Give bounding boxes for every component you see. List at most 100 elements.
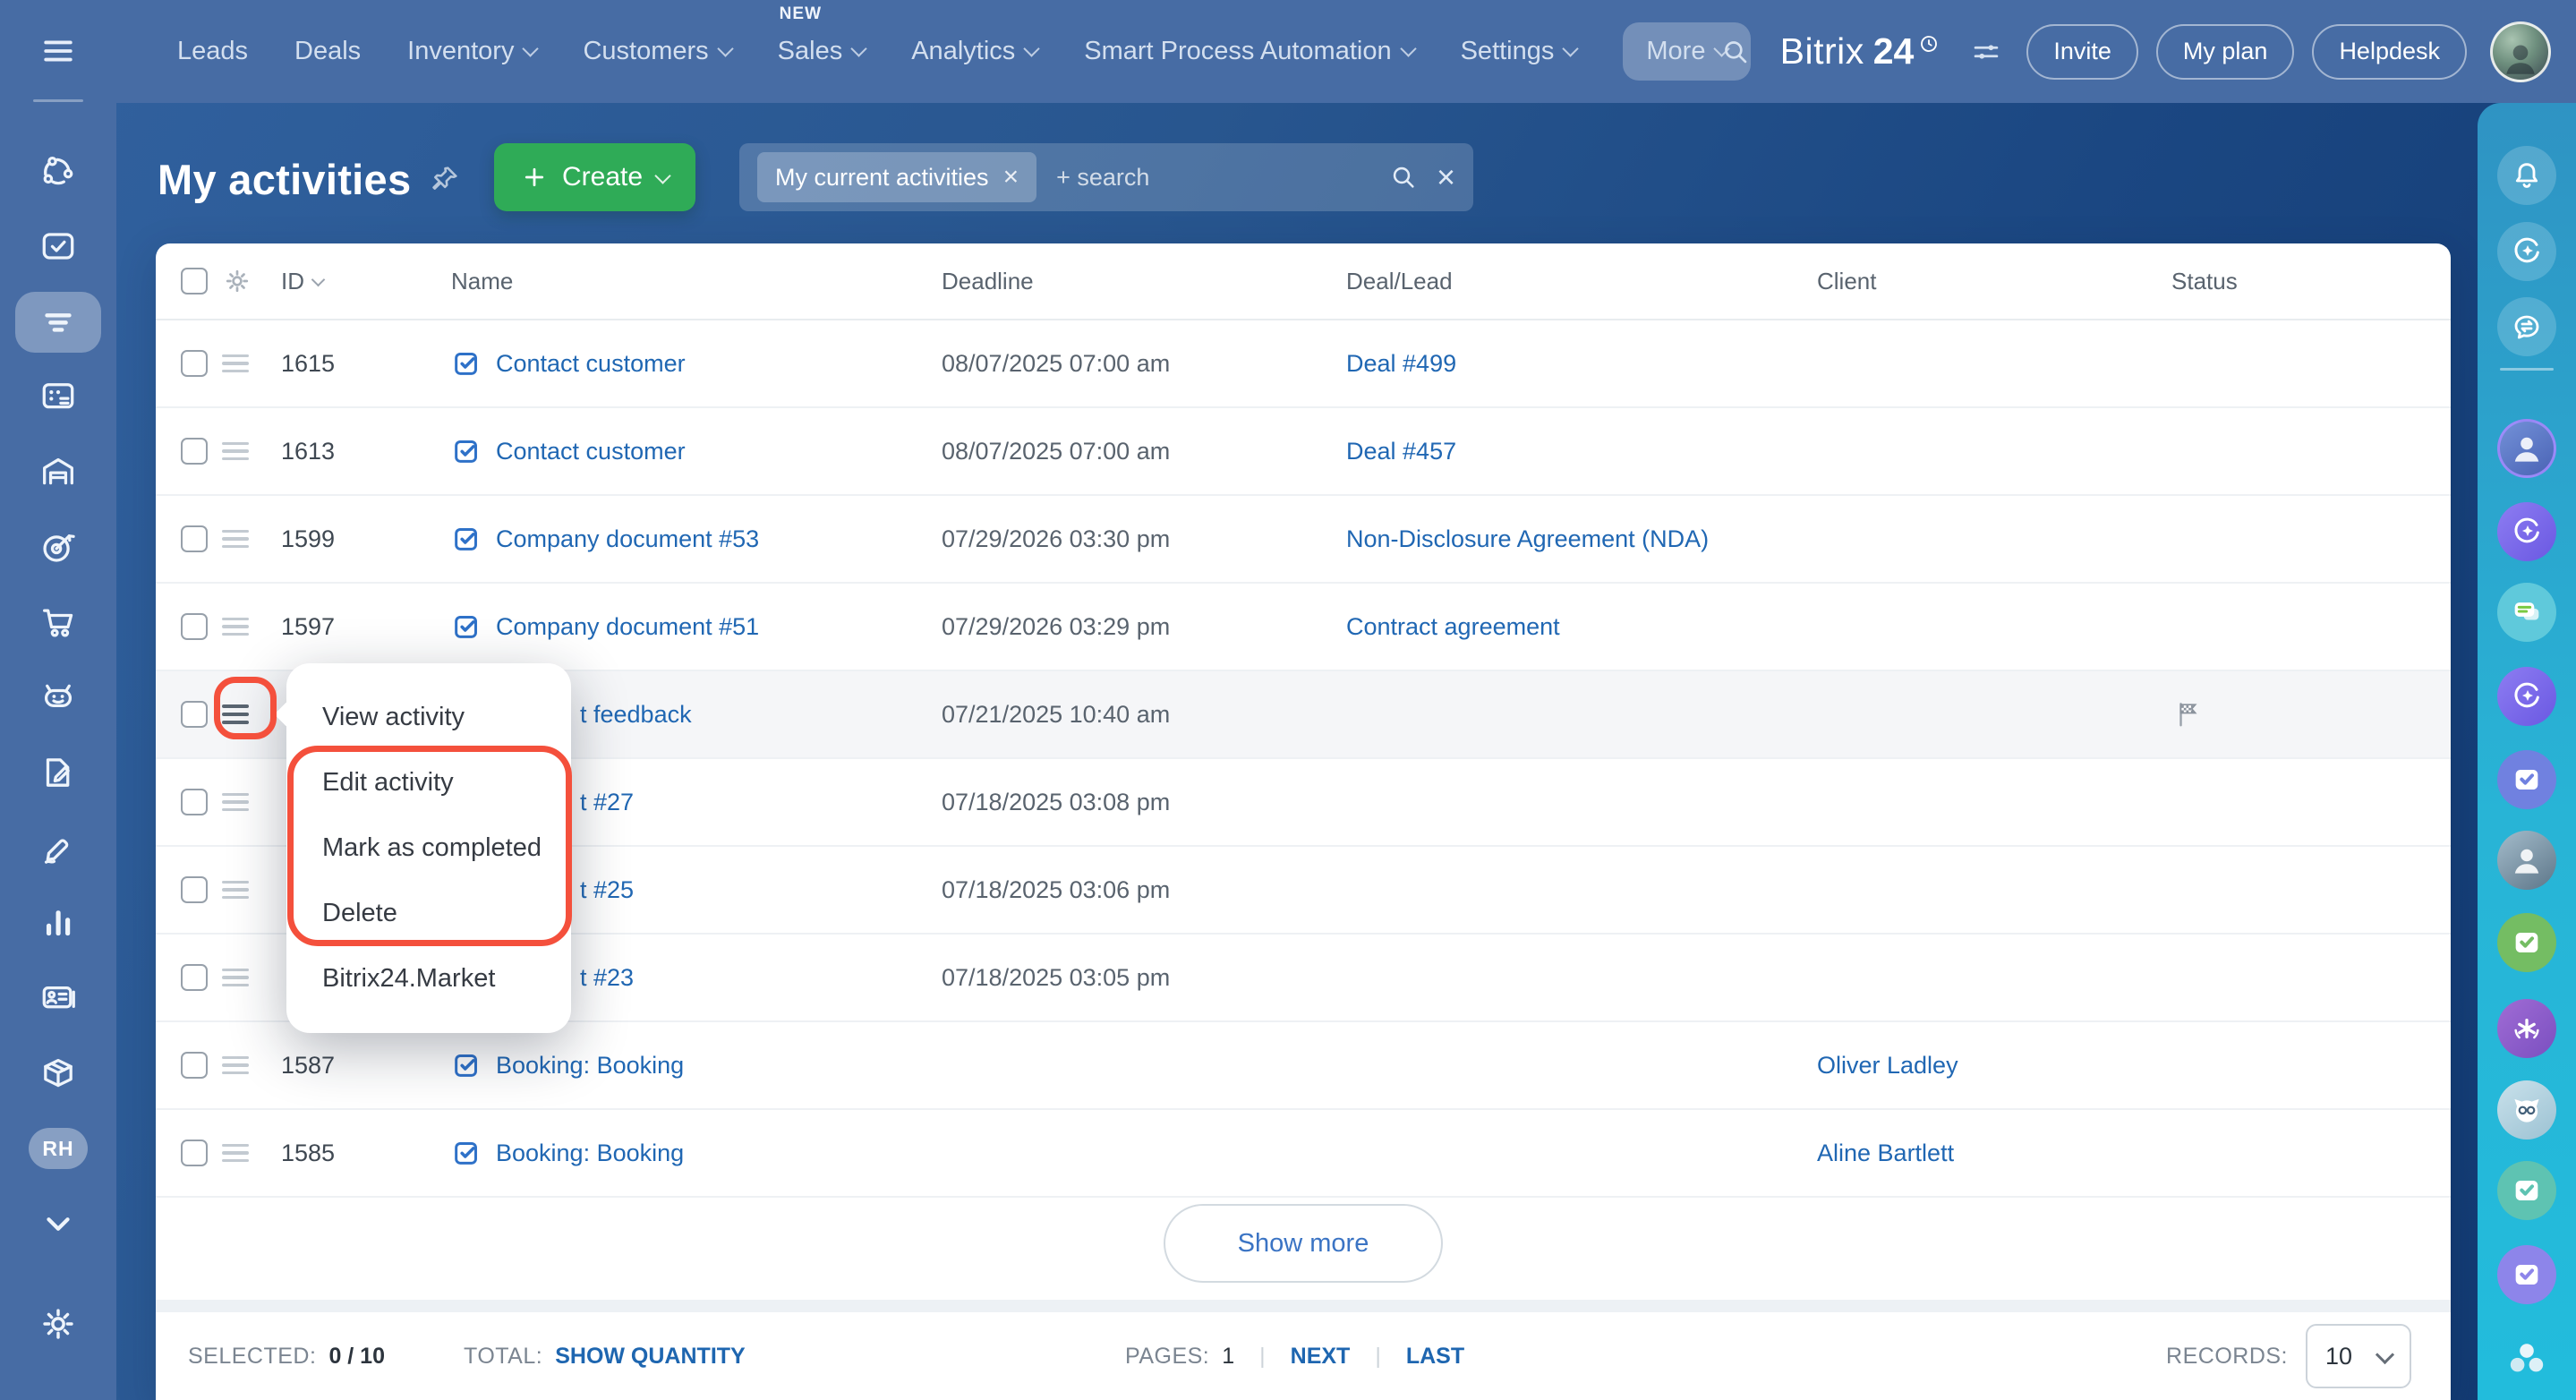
nav-item-inventory[interactable]: Inventory bbox=[407, 37, 540, 66]
right-rail-bell[interactable] bbox=[2497, 146, 2556, 205]
sidebar-item-shopping-cart[interactable] bbox=[38, 601, 79, 642]
column-header-deadline[interactable]: Deadline bbox=[942, 267, 1034, 295]
right-rail-task-monitor-green[interactable] bbox=[2497, 913, 2556, 972]
menu-item-mark-as-completed[interactable]: Mark as completed bbox=[322, 833, 542, 862]
row-checkbox[interactable] bbox=[181, 1140, 208, 1166]
nav-item-deals[interactable]: Deals bbox=[294, 37, 361, 66]
row-client-link[interactable]: Oliver Ladley bbox=[1817, 1051, 1958, 1079]
right-rail-messenger[interactable] bbox=[2497, 297, 2556, 356]
filter-clear-icon[interactable]: × bbox=[1436, 158, 1455, 195]
sidebar-item-tasks[interactable] bbox=[38, 226, 79, 267]
table-row[interactable]: t #27 07/18/2025 03:08 pm bbox=[156, 759, 2451, 847]
nav-item-more[interactable]: More bbox=[1623, 22, 1752, 81]
right-rail-team-avatars[interactable] bbox=[2497, 1330, 2556, 1389]
next-page-link[interactable]: NEXT bbox=[1290, 1343, 1351, 1369]
sidebar-item-bar-chart[interactable] bbox=[38, 902, 79, 943]
row-name-link[interactable]: t #27 bbox=[580, 788, 635, 815]
sidebar-item-contact-card[interactable] bbox=[38, 977, 79, 1018]
sidebar-item-package[interactable] bbox=[38, 1052, 79, 1093]
row-client-link[interactable]: Aline Bartlett bbox=[1817, 1139, 1955, 1166]
filter-chip[interactable]: My current activities × bbox=[757, 152, 1037, 202]
row-name-link[interactable]: Contact customer bbox=[496, 349, 686, 377]
nav-item-smart-process-automation[interactable]: Smart Process Automation bbox=[1084, 37, 1417, 66]
right-rail-copilot-purple[interactable] bbox=[2497, 502, 2556, 561]
right-rail-copilot-purple-2[interactable] bbox=[2497, 667, 2556, 726]
filter-search-bar[interactable]: My current activities × + search × bbox=[739, 143, 1473, 211]
row-checkbox[interactable] bbox=[181, 701, 208, 728]
helpdesk-button[interactable]: Helpdesk bbox=[2312, 23, 2467, 80]
table-row[interactable]: t #25 07/18/2025 03:06 pm bbox=[156, 847, 2451, 935]
column-header-deal-lead[interactable]: Deal/Lead bbox=[1346, 267, 1453, 295]
invite-button[interactable]: Invite bbox=[2026, 23, 2138, 80]
filter-search-icon[interactable] bbox=[1388, 162, 1419, 192]
row-name-link[interactable]: Booking: Booking bbox=[496, 1051, 685, 1079]
column-header-client[interactable]: Client bbox=[1817, 267, 1877, 295]
row-menu-icon[interactable] bbox=[222, 880, 249, 900]
row-menu-icon[interactable] bbox=[222, 617, 249, 636]
row-menu-icon[interactable] bbox=[222, 529, 249, 549]
right-rail-chat-bubbles[interactable] bbox=[2497, 583, 2556, 642]
records-per-page-select[interactable]: 10 bbox=[2306, 1324, 2411, 1388]
column-header-id[interactable]: ID bbox=[281, 243, 326, 319]
right-rail-task-monitor-teal[interactable] bbox=[2497, 1161, 2556, 1220]
sidebar-item-ai-robot[interactable] bbox=[38, 676, 79, 717]
my-plan-button[interactable]: My plan bbox=[2155, 23, 2295, 80]
sidebar-item-target[interactable] bbox=[38, 526, 79, 568]
row-name-link[interactable]: Booking: Booking bbox=[496, 1139, 685, 1166]
row-menu-icon[interactable] bbox=[222, 704, 249, 724]
hamburger-menu-icon[interactable] bbox=[38, 31, 78, 71]
row-menu-icon[interactable] bbox=[222, 354, 249, 373]
row-name-link[interactable]: t #25 bbox=[580, 875, 635, 903]
row-name-link[interactable]: Contact customer bbox=[496, 437, 686, 465]
sidebar-item-user-badge[interactable]: RH bbox=[29, 1128, 88, 1169]
table-row[interactable]: 1613 Contact customer 08/07/2025 07:00 a… bbox=[156, 408, 2451, 496]
row-deal-link[interactable]: Deal #499 bbox=[1346, 349, 1457, 377]
sidebar-item-activities-filter[interactable] bbox=[15, 292, 101, 353]
menu-item-bitrix24-market[interactable]: Bitrix24.Market bbox=[322, 964, 496, 993]
user-avatar[interactable] bbox=[2490, 21, 2551, 82]
row-checkbox[interactable] bbox=[181, 1052, 208, 1079]
row-menu-icon[interactable] bbox=[222, 441, 249, 461]
row-checkbox[interactable] bbox=[181, 789, 208, 815]
row-menu-icon[interactable] bbox=[222, 968, 249, 987]
pin-icon[interactable] bbox=[429, 163, 461, 195]
row-checkbox[interactable] bbox=[181, 964, 208, 991]
bitrix24-logo[interactable]: Bitrix 24 bbox=[1780, 30, 1941, 73]
sidebar-item-e-signature[interactable] bbox=[38, 827, 79, 868]
row-deal-link[interactable]: Contract agreement bbox=[1346, 612, 1560, 640]
sidebar-item-chevron-down[interactable] bbox=[38, 1203, 79, 1244]
row-menu-icon[interactable] bbox=[222, 1143, 249, 1163]
column-header-status[interactable]: Status bbox=[2171, 267, 2238, 295]
table-row[interactable]: 1599 Company document #53 07/29/2026 03:… bbox=[156, 496, 2451, 584]
sidebar-item-calendar[interactable] bbox=[38, 375, 79, 416]
row-deal-link[interactable]: Deal #457 bbox=[1346, 437, 1457, 465]
column-header-name[interactable]: Name bbox=[451, 267, 514, 295]
show-more-button[interactable]: Show more bbox=[1164, 1204, 1443, 1283]
nav-item-sales[interactable]: NEW Sales bbox=[778, 4, 867, 66]
table-row[interactable]: 1587 Booking: Booking Oliver Ladley bbox=[156, 1022, 2451, 1110]
row-checkbox[interactable] bbox=[181, 350, 208, 377]
row-checkbox[interactable] bbox=[181, 876, 208, 903]
sidebar-item-document-edit[interactable] bbox=[38, 752, 79, 793]
sidebar-item-warehouse[interactable] bbox=[38, 451, 79, 492]
nav-item-analytics[interactable]: Analytics bbox=[911, 37, 1040, 66]
grid-settings-gear-icon[interactable] bbox=[222, 243, 252, 319]
sidebar-item-settings-gear[interactable] bbox=[38, 1303, 79, 1345]
right-rail-task-monitor-blue[interactable] bbox=[2497, 750, 2556, 809]
row-name-link[interactable]: t #23 bbox=[580, 963, 635, 991]
select-all-checkbox[interactable] bbox=[181, 268, 208, 295]
table-row[interactable]: t #23 07/18/2025 03:05 pm bbox=[156, 935, 2451, 1022]
right-rail-ai-headset[interactable] bbox=[2497, 999, 2556, 1058]
nav-item-settings[interactable]: Settings bbox=[1461, 37, 1580, 66]
menu-item-delete[interactable]: Delete bbox=[322, 899, 397, 927]
right-rail-avatar-man[interactable] bbox=[2497, 831, 2556, 890]
row-name-link[interactable]: Company document #53 bbox=[496, 525, 760, 552]
sidebar-item-share-network[interactable] bbox=[38, 150, 79, 192]
create-button[interactable]: Create bbox=[494, 143, 696, 211]
right-rail-copilot[interactable] bbox=[2497, 222, 2556, 281]
row-name-link[interactable]: t feedback bbox=[580, 700, 692, 728]
row-name-link[interactable]: Company document #51 bbox=[496, 612, 760, 640]
nav-item-leads[interactable]: Leads bbox=[177, 37, 248, 66]
row-menu-icon[interactable] bbox=[222, 1055, 249, 1075]
table-row[interactable]: 1585 Booking: Booking Aline Bartlett bbox=[156, 1110, 2451, 1198]
